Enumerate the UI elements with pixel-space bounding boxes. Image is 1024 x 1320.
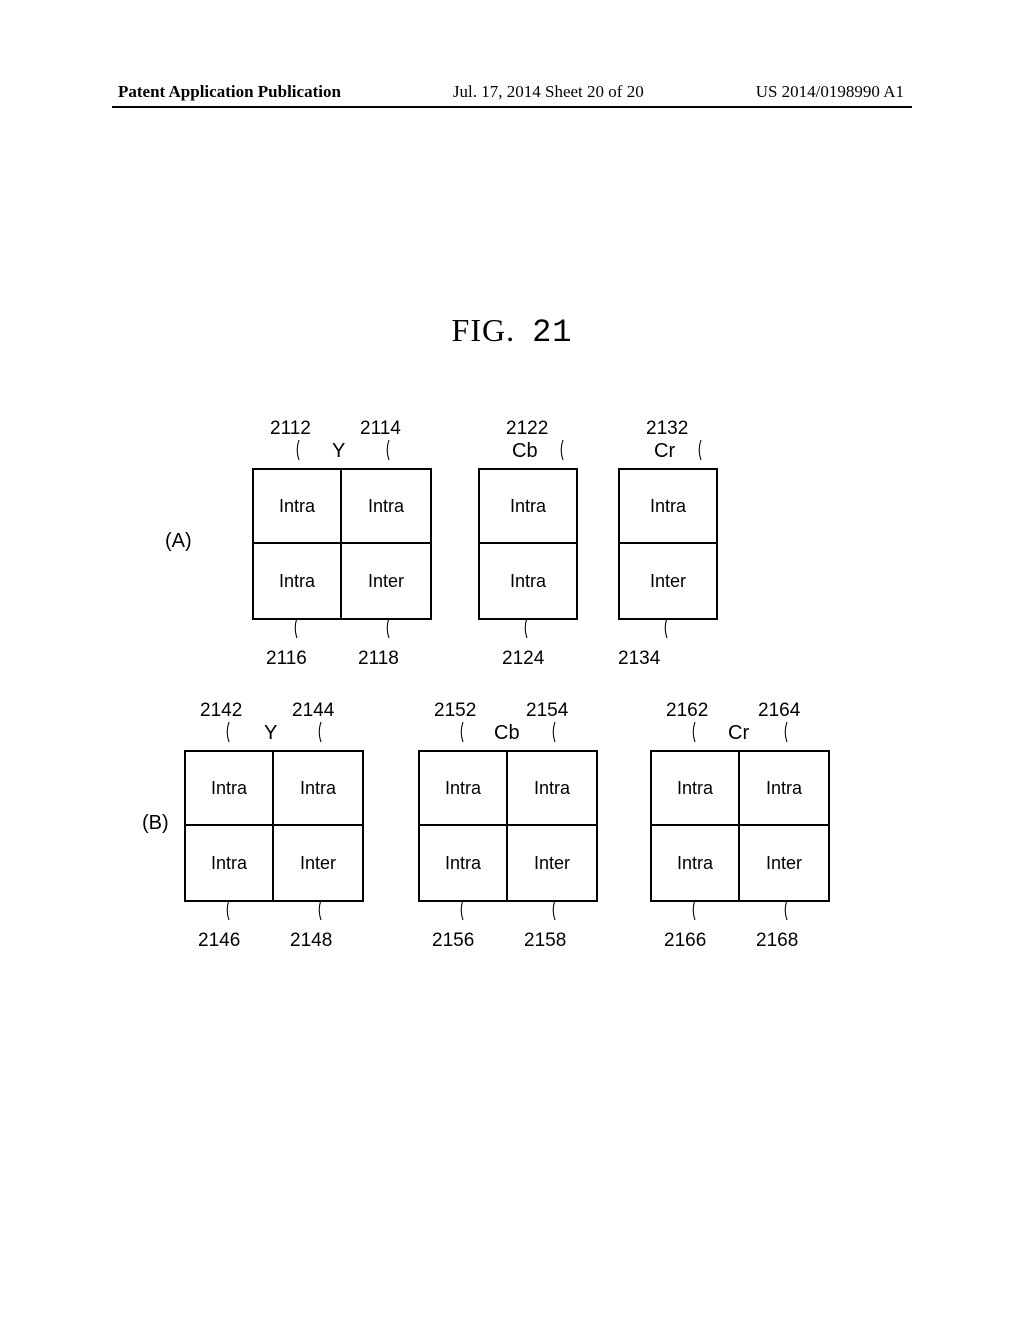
figure-number: 21: [532, 314, 572, 351]
leader-2142: [222, 722, 236, 742]
ref-2114: 2114: [360, 418, 401, 440]
channel-label-a-y: Y: [332, 440, 345, 463]
section-label-b: (B): [142, 812, 169, 835]
leader-2148: [314, 900, 328, 920]
leader-2124: [520, 618, 534, 638]
ref-2148: 2148: [290, 930, 332, 952]
ref-2146: 2146: [198, 930, 240, 952]
cell-b-cb-3: Inter: [508, 826, 596, 900]
cell-a-cr-0: Intra: [620, 470, 716, 544]
channel-label-a-cr: Cr: [654, 440, 675, 463]
cell-a-cb-1: Intra: [480, 544, 576, 618]
page: Patent Application Publication Jul. 17, …: [0, 0, 1024, 1320]
cell-b-cb-2: Intra: [420, 826, 508, 900]
ref-2164: 2164: [758, 700, 800, 722]
ref-2162: 2162: [666, 700, 708, 722]
cell-b-cr-0: Intra: [652, 752, 740, 826]
leader-2154: [548, 722, 562, 742]
block-a-y: Intra Intra Intra Inter: [252, 468, 432, 620]
leader-2158: [548, 900, 562, 920]
ref-2144: 2144: [292, 700, 334, 722]
ref-2158: 2158: [524, 930, 566, 952]
ref-2122: 2122: [506, 418, 548, 440]
leader-2156: [456, 900, 470, 920]
leader-2122: [556, 440, 570, 460]
leader-2164: [780, 722, 794, 742]
ref-2116: 2116: [266, 648, 307, 670]
header-center: Jul. 17, 2014 Sheet 20 of 20: [453, 82, 644, 102]
cell-b-cb-1: Intra: [508, 752, 596, 826]
cell-a-cb-0: Intra: [480, 470, 576, 544]
block-b-cr: Intra Intra Intra Inter: [650, 750, 830, 902]
cell-b-y-0: Intra: [186, 752, 274, 826]
cell-b-cr-3: Inter: [740, 826, 828, 900]
cell-b-y-3: Inter: [274, 826, 362, 900]
ref-2134: 2134: [618, 648, 660, 670]
cell-a-cr-1: Inter: [620, 544, 716, 618]
leader-2162: [688, 722, 702, 742]
channel-label-a-cb: Cb: [512, 440, 538, 463]
channel-label-b-cr: Cr: [728, 722, 749, 745]
header-right: US 2014/0198990 A1: [756, 82, 904, 102]
leader-2132: [694, 440, 708, 460]
leader-2146: [222, 900, 236, 920]
ref-2156: 2156: [432, 930, 474, 952]
cell-a-y-0: Intra: [254, 470, 342, 544]
ref-2168: 2168: [756, 930, 798, 952]
cell-b-cr-2: Intra: [652, 826, 740, 900]
channel-label-b-y: Y: [264, 722, 277, 745]
leader-2114: [382, 440, 396, 460]
ref-2132: 2132: [646, 418, 688, 440]
leader-2134: [660, 618, 674, 638]
cell-a-y-3: Inter: [342, 544, 430, 618]
ref-2112: 2112: [270, 418, 311, 440]
header-rule: [112, 106, 912, 108]
block-a-cb: Intra Intra: [478, 468, 578, 620]
cell-a-y-1: Intra: [342, 470, 430, 544]
leader-2112: [292, 440, 306, 460]
ref-2166: 2166: [664, 930, 706, 952]
ref-2142: 2142: [200, 700, 242, 722]
header-left: Patent Application Publication: [118, 82, 341, 102]
page-header: Patent Application Publication Jul. 17, …: [0, 82, 1024, 102]
ref-2152: 2152: [434, 700, 476, 722]
leader-2168: [780, 900, 794, 920]
leader-2152: [456, 722, 470, 742]
ref-2154: 2154: [526, 700, 568, 722]
leader-2144: [314, 722, 328, 742]
block-b-cb: Intra Intra Intra Inter: [418, 750, 598, 902]
cell-a-y-2: Intra: [254, 544, 342, 618]
ref-2124: 2124: [502, 648, 544, 670]
channel-label-b-cb: Cb: [494, 722, 520, 745]
cell-b-cr-1: Intra: [740, 752, 828, 826]
block-b-y: Intra Intra Intra Inter: [184, 750, 364, 902]
leader-2118: [382, 618, 396, 638]
leader-2116: [290, 618, 304, 638]
leader-2166: [688, 900, 702, 920]
cell-b-cb-0: Intra: [420, 752, 508, 826]
cell-b-y-1: Intra: [274, 752, 362, 826]
ref-2118: 2118: [358, 648, 399, 670]
figure-title: FIG. 21: [0, 312, 1024, 351]
cell-b-y-2: Intra: [186, 826, 274, 900]
figure-title-prefix: FIG.: [452, 312, 516, 348]
block-a-cr: Intra Inter: [618, 468, 718, 620]
section-label-a: (A): [165, 530, 192, 553]
